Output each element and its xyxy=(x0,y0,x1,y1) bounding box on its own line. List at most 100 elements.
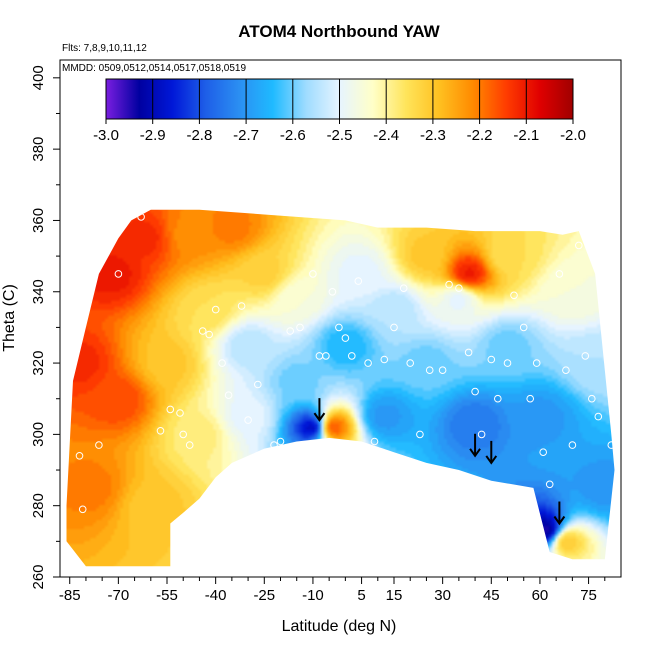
colorbar-tick-label: -2.2 xyxy=(467,127,493,144)
colorbar-tick-label: -2.6 xyxy=(280,127,306,144)
x-tick-label: 45 xyxy=(483,587,500,604)
observation-point xyxy=(487,355,496,364)
descent-arrows xyxy=(313,398,566,526)
colorbar-tick-label: -2.4 xyxy=(373,127,399,144)
y-tick-label: 260 xyxy=(30,564,47,589)
observation-point xyxy=(341,334,350,342)
arrow-head xyxy=(469,448,481,458)
x-tick-label: -85 xyxy=(59,587,81,604)
observation-point xyxy=(607,441,616,449)
x-tick-label: -10 xyxy=(302,587,324,604)
dates-annotation: MMDD: 0509,0512,0514,0517,0518,0519 xyxy=(62,63,246,74)
observation-point xyxy=(78,505,87,514)
observation-point xyxy=(364,359,372,367)
observation-point xyxy=(75,452,84,460)
observation-point xyxy=(211,305,220,314)
y-axis-label: Theta (C) xyxy=(1,284,18,352)
y-tick-label: 300 xyxy=(30,422,47,447)
observation-point xyxy=(416,430,424,439)
colorbar-tick-label: -2.5 xyxy=(327,127,353,144)
down-arrow xyxy=(553,501,566,526)
observation-point xyxy=(322,352,330,360)
observation-point xyxy=(179,430,187,439)
observation-point xyxy=(156,427,165,435)
observation-point xyxy=(224,391,233,400)
observation-point xyxy=(399,284,408,293)
colorbar-tick-label: -3.0 xyxy=(93,127,119,144)
observation-point xyxy=(545,480,554,489)
y-tick-label: 380 xyxy=(30,137,47,162)
observation-point xyxy=(464,348,473,357)
observation-point xyxy=(581,352,590,360)
observation-point xyxy=(218,359,226,367)
observation-point xyxy=(562,366,570,375)
down-arrow xyxy=(313,398,326,422)
observation-point xyxy=(253,380,262,389)
x-tick-label: 30 xyxy=(434,587,451,604)
observation-point xyxy=(532,359,541,367)
x-tick-label: 75 xyxy=(580,587,597,604)
observation-point xyxy=(114,270,123,278)
observation-point xyxy=(575,241,583,250)
observation-point xyxy=(438,366,447,375)
observation-point xyxy=(594,412,603,421)
observation-point xyxy=(555,270,564,278)
observation-point xyxy=(137,213,145,221)
observation-point xyxy=(445,280,453,289)
observation-point xyxy=(471,387,479,396)
arrow-head xyxy=(485,455,498,465)
observation-point xyxy=(185,441,194,449)
observation-point xyxy=(270,441,278,449)
observation-point xyxy=(455,284,463,293)
observation-points xyxy=(69,213,621,563)
x-tick-label: -40 xyxy=(205,587,227,604)
observation-point xyxy=(425,366,434,375)
x-tick-label: -70 xyxy=(108,587,130,604)
observation-point xyxy=(510,291,518,300)
colorbar-tick-label: -2.7 xyxy=(233,127,259,144)
observation-point xyxy=(614,555,621,563)
y-axis: 260 280 300 320 340 360 380 400 xyxy=(30,65,61,590)
x-axis-label: Latitude (deg N) xyxy=(282,618,397,635)
observation-point xyxy=(588,394,596,403)
observation-point xyxy=(198,327,207,335)
observation-point xyxy=(519,323,528,332)
observation-point xyxy=(503,359,512,367)
observation-point xyxy=(539,448,548,457)
observation-point xyxy=(69,316,77,325)
down-arrow xyxy=(485,440,498,465)
observation-point xyxy=(309,270,317,278)
observation-point xyxy=(477,430,486,439)
colorbar-tick-label: -2.1 xyxy=(513,127,539,144)
y-tick-label: 340 xyxy=(30,279,47,304)
x-axis: -85 -70 -55 -40 -25 -10 5 15 30 45 60 75 xyxy=(59,576,606,604)
x-tick-label: -55 xyxy=(156,587,178,604)
observation-point xyxy=(296,323,304,332)
y-tick-label: 320 xyxy=(30,351,47,376)
x-tick-label: 15 xyxy=(386,587,403,604)
observation-point xyxy=(370,437,379,446)
observation-point xyxy=(406,359,415,367)
x-tick-label: 60 xyxy=(532,587,549,604)
arrow-head xyxy=(553,515,566,526)
y-tick-label: 280 xyxy=(30,493,47,518)
y-tick-label: 400 xyxy=(30,65,47,90)
x-tick-label: -25 xyxy=(253,587,275,604)
observation-point xyxy=(286,327,295,335)
arrow-head xyxy=(313,412,326,422)
colorbar-tick-label: -2.3 xyxy=(420,127,446,144)
observation-point xyxy=(328,288,337,296)
observation-point xyxy=(335,323,343,332)
observation-point xyxy=(95,441,103,449)
observation-point xyxy=(166,405,175,414)
observation-point xyxy=(601,277,609,285)
chart-title: ATOM4 Northbound YAW xyxy=(238,22,440,41)
y-tick-label: 360 xyxy=(30,208,47,233)
colorbar-tick-label: -2.8 xyxy=(186,127,212,144)
x-tick-label: 5 xyxy=(357,587,365,604)
observation-point xyxy=(526,394,535,403)
flights-annotation: Flts: 7,8,9,10,11,12 xyxy=(62,43,147,54)
observation-point xyxy=(244,416,252,424)
observation-point xyxy=(380,355,389,364)
